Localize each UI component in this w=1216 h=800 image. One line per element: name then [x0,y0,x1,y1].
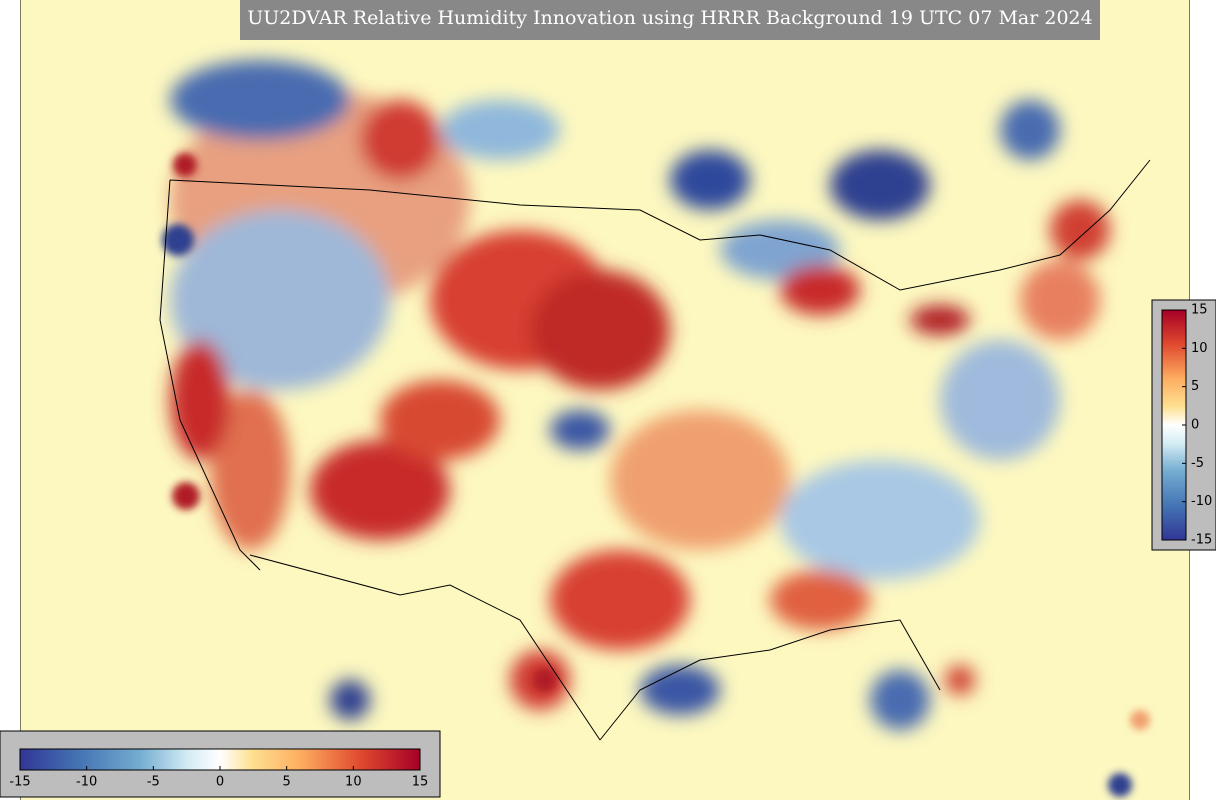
colorbar-tick-label: 5 [283,775,291,790]
colorbar-tick-label: -15 [9,775,30,790]
colorbar-tick-label: -5 [147,775,160,790]
title: UU2DVAR Relative Humidity Innovation usi… [247,7,1092,29]
title-box [240,0,1100,40]
colorbar-tick-label: -10 [76,775,97,790]
field [170,60,1110,730]
map [20,0,1190,800]
colorbar-tick-label: 0 [1191,418,1199,433]
colorbar-tick-label: -10 [1191,494,1212,509]
small-features [162,153,1150,797]
colorbar-tick-label: -15 [1191,533,1212,548]
colorbar-tick-label: -5 [1191,456,1204,471]
colorbar-tick-label: 15 [412,775,429,790]
borders [159,159,1151,741]
colorbar-tick-label: 15 [1191,303,1208,318]
colorbar-tick-label: 10 [1191,341,1208,356]
colorbar-tick-label: 0 [216,775,224,790]
colorbar-tick-label: 10 [345,775,362,790]
colorbar-tick-label: 5 [1191,379,1199,394]
